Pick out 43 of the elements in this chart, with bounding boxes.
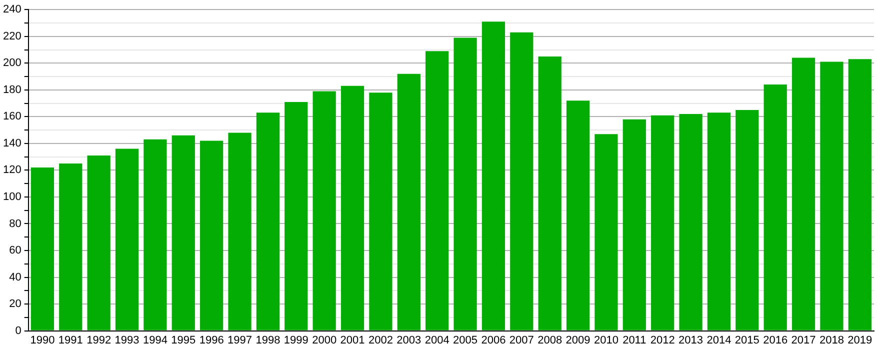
x-tick-label: 1990 [30,334,55,346]
x-tick-label: 2013 [678,334,704,346]
x-tick-label: 1993 [114,334,140,346]
y-tick-label: 240 [2,4,22,16]
x-tick-label: 1995 [171,334,196,346]
x-tick-label: 2015 [734,334,760,346]
x-tick-label: 1994 [142,334,168,346]
y-tick-label: 160 [2,110,22,123]
x-tick-label: 2000 [312,334,337,346]
y-tick-label: 140 [2,137,22,150]
x-tick-label: 2010 [594,334,618,346]
x-tick-label: 2019 [848,334,872,346]
x-tick-label: 2006 [481,334,506,346]
x-tick-label: 2001 [340,334,365,346]
y-tick-label: 20 [9,298,22,310]
x-tick-label: 1998 [256,334,280,346]
x-tick-label: 2014 [706,334,732,346]
y-tick-label: 60 [9,244,22,257]
y-tick-label: 120 [2,164,22,176]
x-tick-label: 2004 [424,334,450,346]
y-tick-label: 0 [15,324,22,337]
x-tick-label: 2007 [509,334,534,346]
x-tick-label: 1997 [228,334,252,346]
x-tick-label: 1991 [58,334,83,346]
y-tick-label: 200 [2,57,22,70]
y-tick-label: 40 [9,271,22,284]
x-tick-label: 2009 [566,334,590,346]
x-tick-label: 2017 [791,334,816,346]
y-tick-label: 180 [2,84,22,96]
y-tick-label: 100 [2,191,22,203]
x-tick-label: 2012 [650,334,675,346]
x-tick-label: 1999 [284,334,308,346]
x-tick-label: 2003 [396,334,422,346]
y-tick-label: 220 [2,30,22,42]
x-tick-label: 1992 [86,334,112,346]
x-tick-label: 2002 [368,334,393,346]
x-tick-label: 2011 [622,334,646,346]
x-tick-label: 2016 [763,334,788,346]
x-tick-label: 2005 [453,334,478,346]
x-tick-label: 2008 [538,334,562,346]
x-tick-label: 1996 [199,334,224,346]
x-tick-label: 2018 [819,334,844,346]
y-tick-label: 80 [9,218,22,230]
